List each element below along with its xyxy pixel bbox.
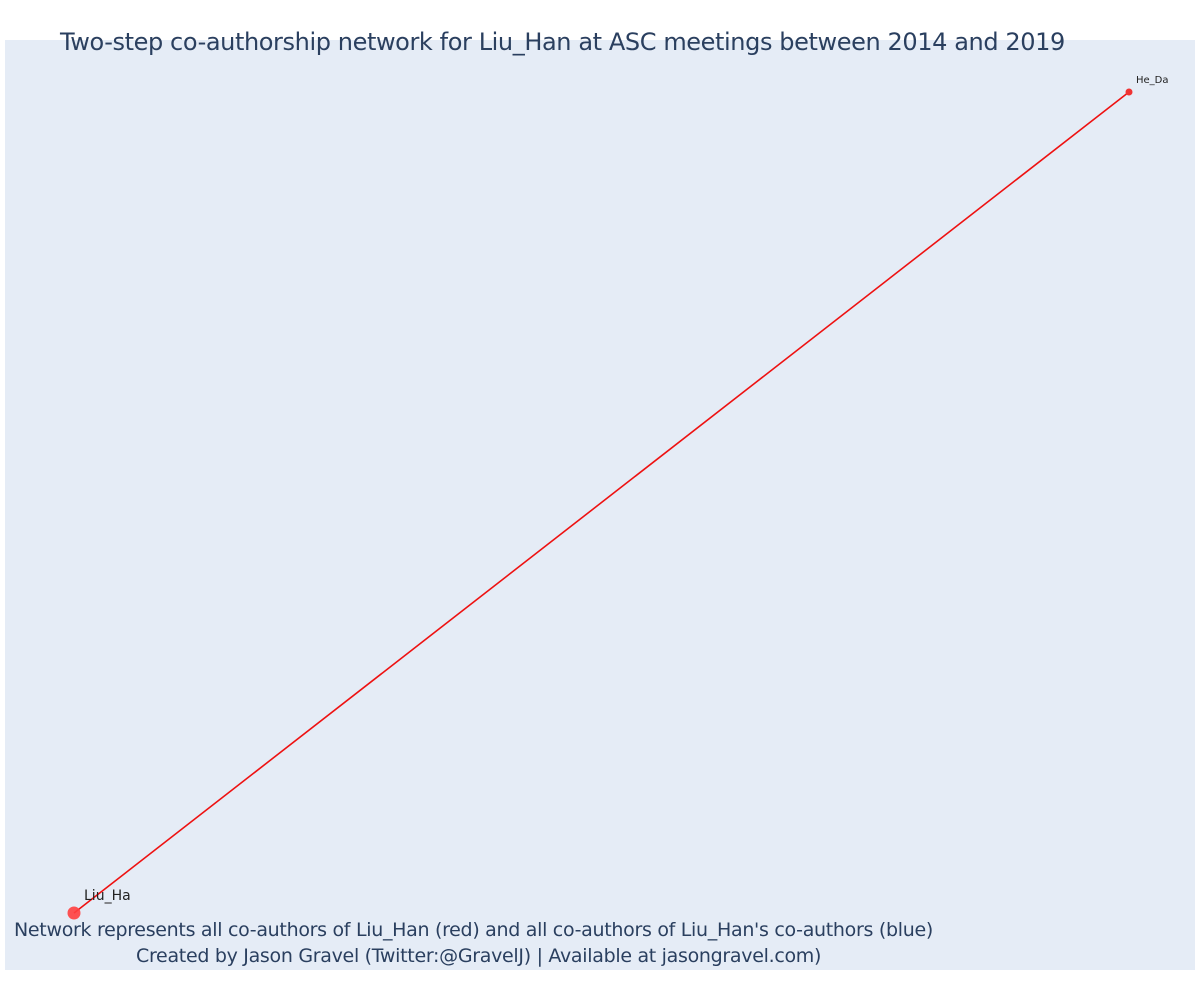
chart-title: Two-step co-authorship network for Liu_H… bbox=[60, 28, 1065, 56]
node-he-da[interactable] bbox=[1125, 88, 1133, 96]
node-label-liu-han: Liu_Ha bbox=[84, 888, 131, 904]
edge-liu-he bbox=[73, 91, 1130, 914]
caption-line-1: Network represents all co-authors of Liu… bbox=[14, 919, 933, 941]
node-liu-han[interactable] bbox=[67, 906, 81, 920]
node-label-he-da: He_Da bbox=[1136, 75, 1169, 86]
caption-line-2: Created by Jason Gravel (Twitter:@Gravel… bbox=[136, 945, 822, 967]
